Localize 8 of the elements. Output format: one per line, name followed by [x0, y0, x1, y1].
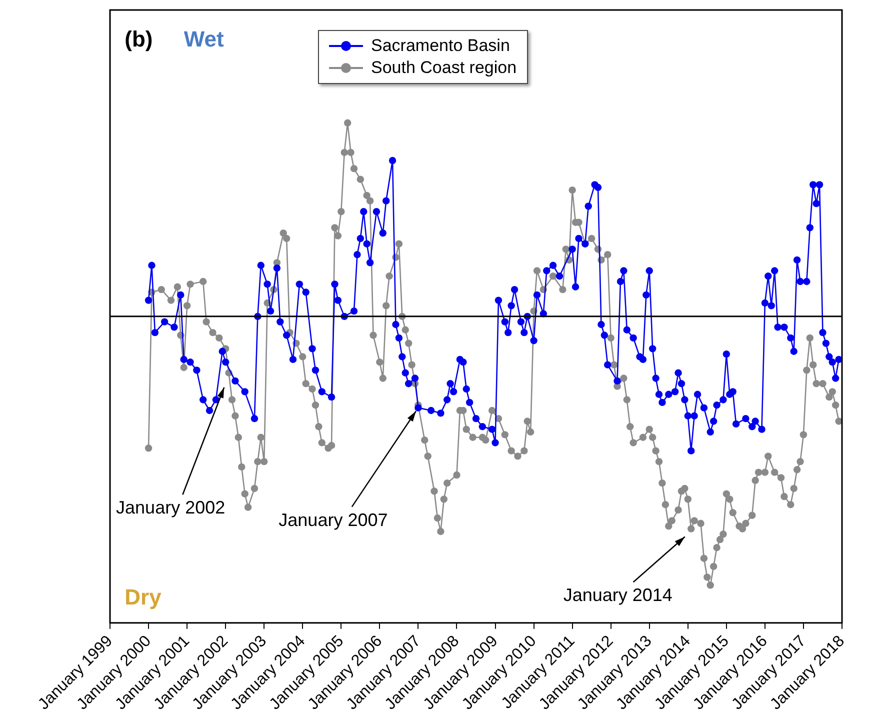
- annotation: January 2002: [116, 498, 226, 518]
- legend-label: Sacramento Basin: [371, 36, 510, 56]
- annotation: January 2007: [278, 510, 388, 530]
- legend-label: South Coast region: [371, 58, 517, 78]
- text: Wet: [184, 26, 224, 52]
- annotation: January 2014: [563, 585, 672, 606]
- text: (b): [124, 26, 153, 52]
- annotation: Dry: [124, 584, 162, 610]
